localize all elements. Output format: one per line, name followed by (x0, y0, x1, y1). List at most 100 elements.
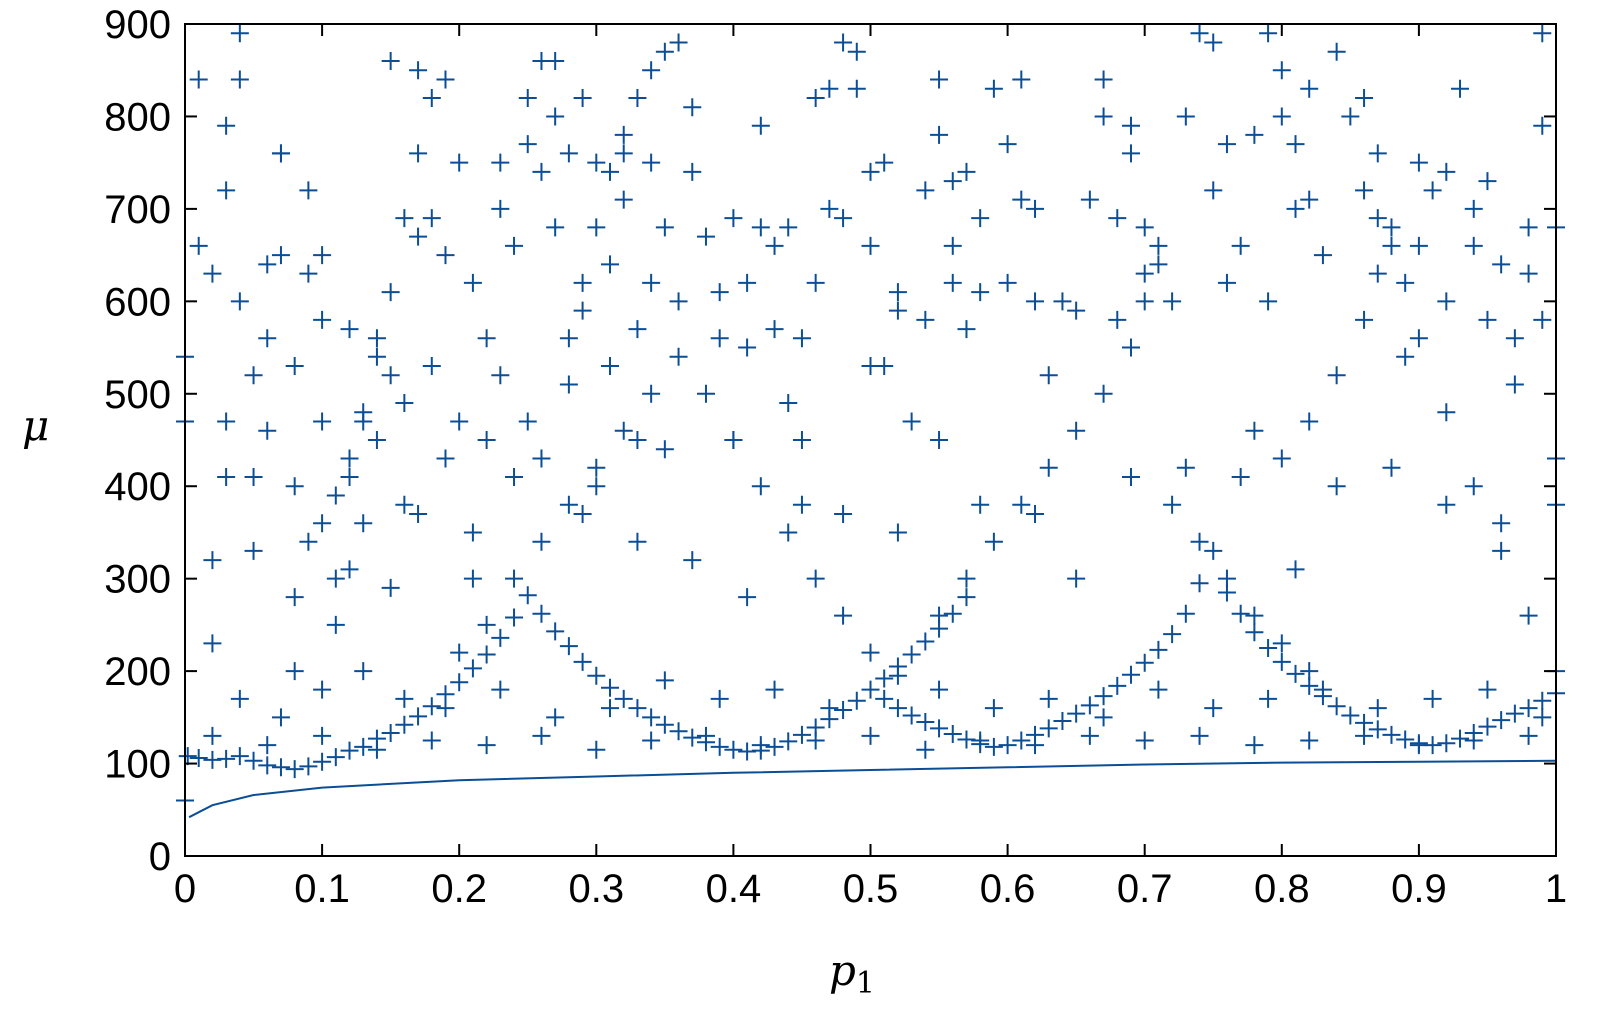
data-point-plus (1382, 236, 1401, 255)
data-point-plus (888, 283, 907, 302)
data-point-plus (655, 440, 674, 459)
data-point-plus (587, 153, 606, 172)
data-point-plus (834, 33, 853, 52)
data-point-plus (614, 190, 633, 209)
data-point-plus (1245, 125, 1264, 144)
data-point-plus (1313, 246, 1332, 265)
data-point-plus (724, 209, 743, 228)
data-point-plus (1190, 24, 1209, 43)
data-point-plus (1505, 329, 1524, 348)
data-point-plus (313, 310, 332, 329)
data-point-plus (1094, 107, 1113, 126)
data-point-plus (1409, 329, 1428, 348)
data-point-plus (1355, 88, 1374, 107)
data-point-plus (573, 88, 592, 107)
data-point-plus (984, 699, 1003, 718)
data-point-plus (189, 236, 208, 255)
data-point-plus (751, 477, 770, 496)
data-point-plus (1135, 264, 1154, 283)
data-point-plus (1135, 731, 1154, 750)
data-point-plus (299, 757, 318, 776)
data-point-plus (450, 673, 469, 692)
data-point-plus (1108, 676, 1127, 695)
data-point-plus (765, 737, 784, 756)
data-point-plus (1492, 541, 1511, 560)
data-point-plus (1327, 42, 1346, 61)
data-point-plus (1327, 697, 1346, 716)
data-point-plus (1039, 719, 1058, 738)
data-point-plus (1437, 403, 1456, 422)
x-tick-label: 0.9 (1391, 867, 1447, 911)
data-point-plus (1313, 680, 1332, 699)
data-point-plus (669, 722, 688, 741)
data-point-plus (751, 736, 770, 755)
data-point-plus (875, 669, 894, 688)
data-point-plus (916, 632, 935, 651)
data-point-plus (463, 273, 482, 292)
data-point-plus (628, 431, 647, 449)
data-point-plus (409, 61, 428, 80)
data-point-plus (1217, 273, 1236, 292)
data-point-plus (779, 218, 798, 237)
data-point-plus (834, 209, 853, 228)
x-tick-label: 0.5 (843, 867, 899, 911)
data-point-plus (1300, 731, 1319, 750)
data-point-plus (847, 79, 866, 98)
data-point-plus (601, 162, 620, 181)
data-point-plus (765, 680, 784, 699)
data-point-plus (1492, 711, 1511, 730)
data-point-plus (354, 514, 373, 533)
data-point-plus (1437, 162, 1456, 181)
data-point-plus (888, 523, 907, 542)
data-point-plus (477, 645, 496, 664)
data-point-plus (642, 384, 661, 403)
data-point-plus (367, 329, 386, 348)
data-point-plus (1094, 708, 1113, 727)
data-point-plus (984, 532, 1003, 551)
data-point-plus (1519, 699, 1538, 718)
data-point-plus (1026, 504, 1045, 523)
data-point-plus (614, 144, 633, 163)
data-point-plus (587, 218, 606, 237)
data-point-plus (888, 666, 907, 685)
data-point-plus (1533, 24, 1552, 43)
data-point-plus (1464, 731, 1483, 750)
data-point-plus (1135, 292, 1154, 311)
data-point-plus (1067, 301, 1086, 320)
data-point-plus (436, 449, 455, 468)
data-point-plus (1327, 477, 1346, 496)
data-point-plus (971, 731, 990, 750)
data-point-plus (354, 662, 373, 681)
data-point-plus (505, 608, 524, 627)
data-point-plus (820, 79, 839, 98)
data-point-plus (628, 88, 647, 107)
data-point-plus (230, 747, 249, 766)
data-point-plus (1451, 79, 1470, 98)
data-point-plus (902, 645, 921, 664)
data-point-plus (957, 588, 976, 607)
data-point-plus (285, 477, 304, 496)
data-point-plus (395, 689, 414, 708)
data-point-plus (916, 310, 935, 329)
data-point-plus (1067, 569, 1086, 588)
data-point-plus (422, 209, 441, 228)
data-point-plus (1149, 255, 1168, 274)
data-point-plus (998, 736, 1017, 755)
data-point-plus (1341, 107, 1360, 126)
data-point-plus (463, 659, 482, 678)
data-point-plus (696, 726, 715, 745)
data-point-plus (422, 697, 441, 716)
data-point-plus (875, 357, 894, 376)
data-point-plus (244, 467, 263, 486)
data-point-plus (285, 357, 304, 376)
data-point-plus (1464, 477, 1483, 496)
data-point-plus (1300, 412, 1319, 431)
data-point-plus (1163, 625, 1182, 644)
data-point-plus (930, 680, 949, 699)
data-point-plus (1039, 366, 1058, 385)
data-point-plus (258, 736, 277, 755)
data-point-plus (710, 689, 729, 708)
data-point-plus (1478, 172, 1497, 191)
data-point-plus (861, 162, 880, 181)
data-point-plus (971, 283, 990, 302)
